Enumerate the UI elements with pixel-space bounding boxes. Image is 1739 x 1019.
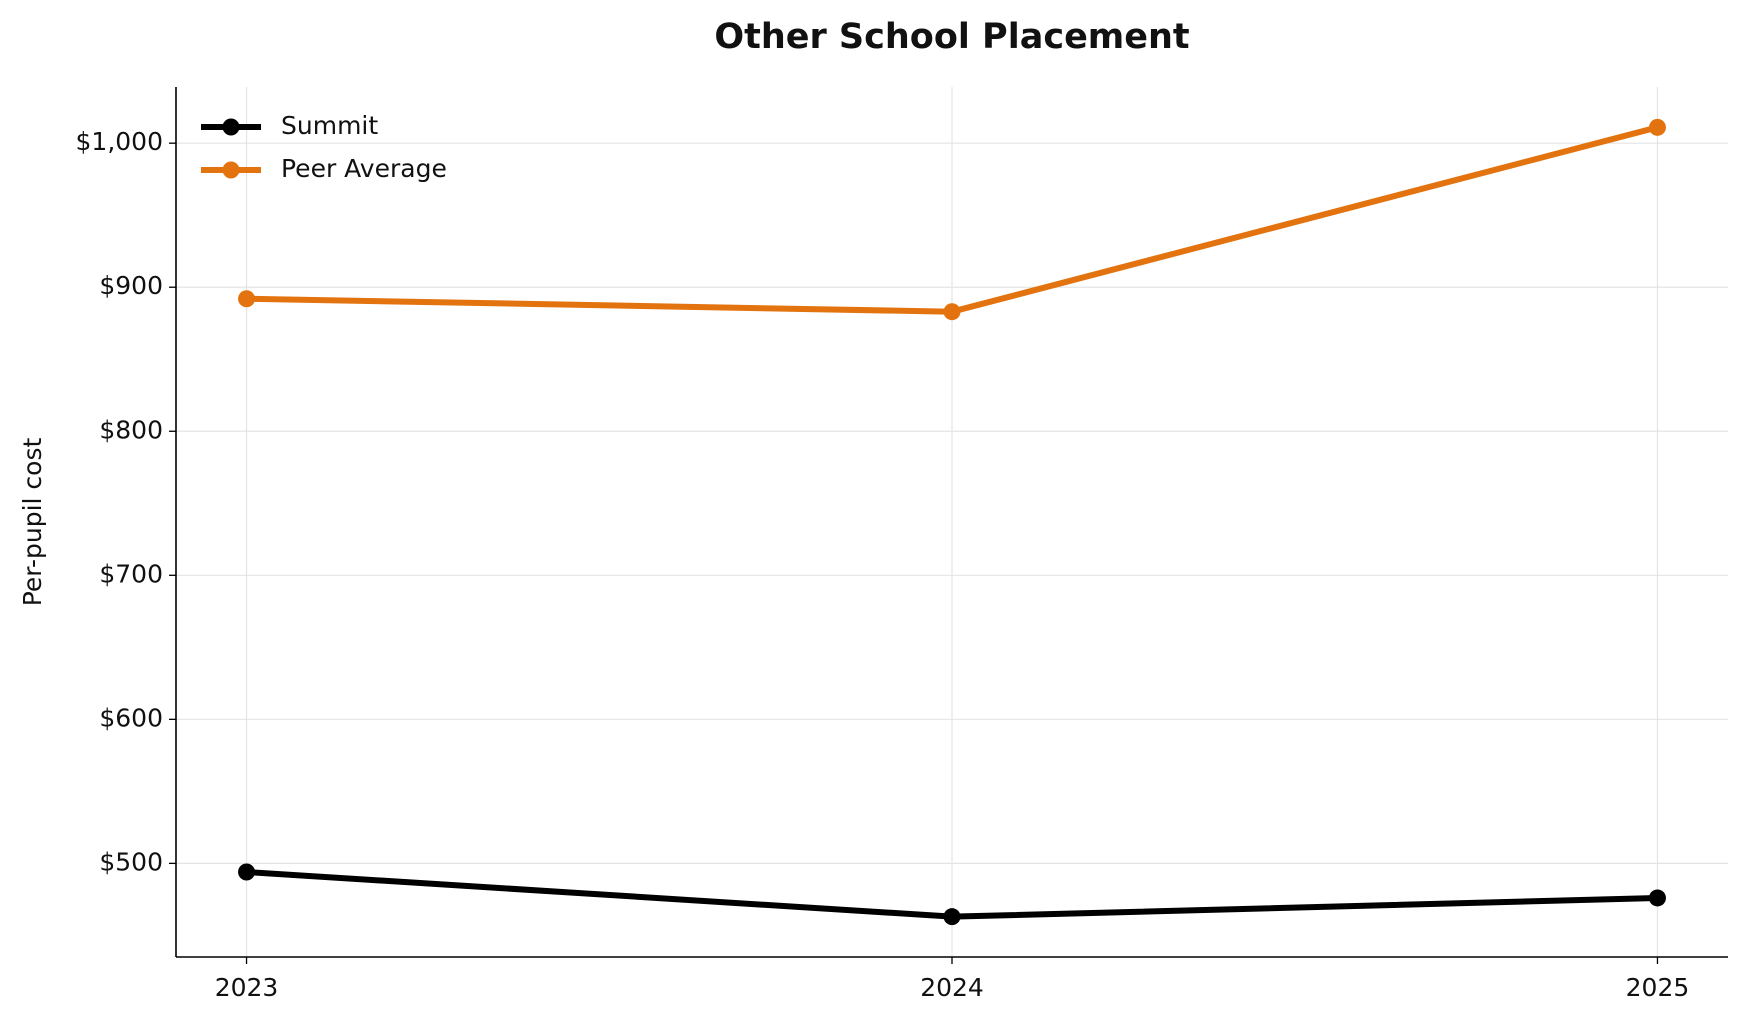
legend-marker xyxy=(222,161,240,179)
point xyxy=(1648,889,1666,907)
chart-title: Other School Placement xyxy=(714,17,1189,57)
legend-marker xyxy=(222,118,240,136)
x-tick-label: 2023 xyxy=(215,973,279,1002)
point xyxy=(238,290,256,308)
y-tick-label: $600 xyxy=(99,703,163,732)
y-tick-label: $500 xyxy=(99,847,163,876)
y-tick-label: $900 xyxy=(99,271,163,300)
y-tick-label: $800 xyxy=(99,415,163,444)
y-tick-label: $1,000 xyxy=(76,127,163,156)
point xyxy=(238,863,256,881)
legend-label: Summit xyxy=(281,111,378,140)
y-tick-label: $700 xyxy=(99,559,163,588)
point xyxy=(943,908,961,926)
point xyxy=(1648,118,1666,136)
point xyxy=(943,303,961,321)
x-tick-label: 2025 xyxy=(1626,973,1690,1002)
legend-label: Peer Average xyxy=(281,154,447,183)
y-axis-label: Per-pupil cost xyxy=(18,438,47,607)
x-tick-label: 2024 xyxy=(920,973,984,1002)
